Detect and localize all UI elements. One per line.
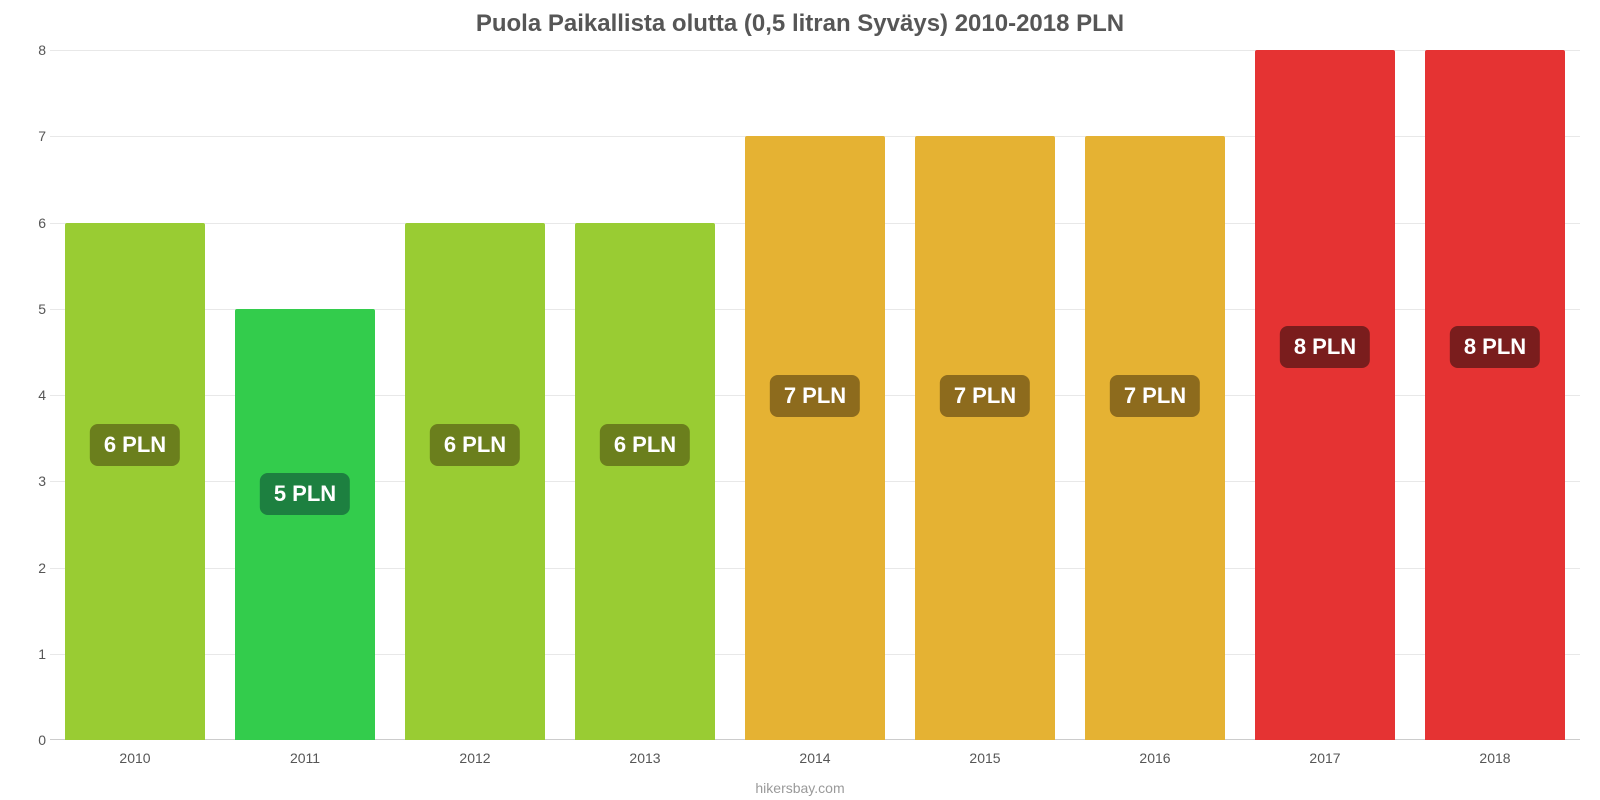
chart-container: Puola Paikallista olutta (0,5 litran Syv… <box>0 0 1600 800</box>
x-tick-label: 2015 <box>969 750 1000 766</box>
value-badge: 6 PLN <box>90 424 180 466</box>
bar <box>1255 50 1394 740</box>
y-tick-label: 7 <box>20 128 46 144</box>
x-tick-label: 2010 <box>119 750 150 766</box>
attribution-text: hikersbay.com <box>0 780 1600 796</box>
bar <box>575 223 714 741</box>
x-tick-label: 2013 <box>629 750 660 766</box>
y-tick-label: 6 <box>20 215 46 231</box>
bar <box>915 136 1054 740</box>
x-tick-label: 2012 <box>459 750 490 766</box>
value-badge: 5 PLN <box>260 473 350 515</box>
y-tick-label: 8 <box>20 42 46 58</box>
bar <box>235 309 374 740</box>
value-badge: 7 PLN <box>1110 375 1200 417</box>
x-tick-label: 2016 <box>1139 750 1170 766</box>
y-tick-label: 5 <box>20 301 46 317</box>
y-tick-label: 0 <box>20 732 46 748</box>
y-tick-label: 2 <box>20 560 46 576</box>
y-tick-label: 4 <box>20 387 46 403</box>
value-badge: 7 PLN <box>770 375 860 417</box>
plot-area: 0123456786 PLN20105 PLN20116 PLN20126 PL… <box>50 50 1580 740</box>
value-badge: 6 PLN <box>600 424 690 466</box>
chart-title: Puola Paikallista olutta (0,5 litran Syv… <box>0 10 1600 38</box>
value-badge: 8 PLN <box>1450 326 1540 368</box>
value-badge: 7 PLN <box>940 375 1030 417</box>
bar <box>405 223 544 741</box>
y-tick-label: 3 <box>20 473 46 489</box>
x-tick-label: 2017 <box>1309 750 1340 766</box>
x-tick-label: 2014 <box>799 750 830 766</box>
bar <box>65 223 204 741</box>
bar <box>1425 50 1564 740</box>
bar <box>1085 136 1224 740</box>
x-tick-label: 2018 <box>1479 750 1510 766</box>
y-tick-label: 1 <box>20 646 46 662</box>
value-badge: 8 PLN <box>1280 326 1370 368</box>
x-tick-label: 2011 <box>290 750 320 766</box>
value-badge: 6 PLN <box>430 424 520 466</box>
bar <box>745 136 884 740</box>
